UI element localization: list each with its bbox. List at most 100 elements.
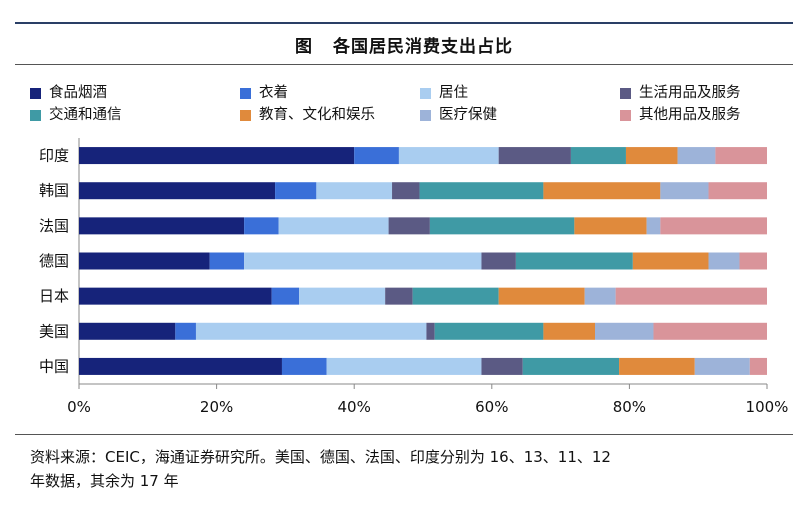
bar-segment: [708, 252, 740, 270]
bar-segment: [209, 252, 245, 270]
bar-segment: [281, 357, 327, 375]
source-note: 资料来源：CEIC，海通证券研究所。美国、德国、法国、印度分别为 16、13、1…: [30, 445, 790, 493]
bar-segment: [646, 217, 661, 235]
legend-swatch: [620, 109, 631, 121]
category-label: 德国: [39, 252, 69, 270]
bar-segment: [498, 287, 585, 305]
x-tick-label: 80%: [613, 398, 646, 416]
bar-segment: [278, 217, 389, 235]
legend-swatch: [30, 87, 41, 99]
bar-segment: [481, 252, 516, 270]
x-tick-label: 20%: [200, 398, 233, 416]
bar-segment: [79, 182, 276, 200]
bar-segment: [79, 147, 355, 165]
legend-item: 生活用品及服务: [620, 84, 741, 102]
category-label: 中国: [39, 357, 69, 375]
bar-segment: [429, 217, 575, 235]
bar-segment: [749, 357, 767, 375]
divider: [15, 434, 793, 435]
bar-segment: [708, 182, 767, 200]
bar-segment: [739, 252, 767, 270]
legend-swatch: [240, 109, 251, 121]
legend-label: 教育、文化和娱乐: [259, 107, 375, 123]
bar-segment: [625, 147, 678, 165]
bar-segment: [498, 147, 571, 165]
bar-segment: [434, 322, 544, 340]
bar-segment: [271, 287, 300, 305]
bar-segment: [412, 287, 499, 305]
legend-label: 生活用品及服务: [639, 85, 741, 101]
bar-segment: [522, 357, 620, 375]
bar-segment: [615, 287, 767, 305]
bar-segment: [79, 252, 210, 270]
legend-item: 居住: [420, 84, 468, 102]
legend-label: 交通和通信: [49, 107, 122, 123]
bar-segment: [660, 182, 709, 200]
bar-segment: [79, 217, 245, 235]
legend-label: 医疗保健: [439, 107, 497, 123]
x-tick-label: 40%: [338, 398, 371, 416]
category-label: 印度: [39, 147, 69, 165]
bar-segment: [175, 322, 196, 340]
bar-segment: [392, 182, 420, 200]
bar-segment: [584, 287, 616, 305]
category-label: 美国: [39, 322, 69, 340]
legend-item: 衣着: [240, 84, 288, 102]
bar-segment: [653, 322, 767, 340]
bar-segment: [619, 357, 695, 375]
chart-title-bar: 图 各国居民消费支出占比: [15, 22, 793, 65]
x-tick-label: 100%: [746, 398, 789, 416]
figure-label: 图: [295, 36, 313, 57]
bar-segment: [660, 217, 767, 235]
bar-segment: [195, 322, 427, 340]
legend-item: 交通和通信: [30, 106, 122, 124]
bar-segment: [326, 357, 482, 375]
source-note-line-2: 年数据，其余为 17 年: [30, 472, 179, 490]
chart-title: 各国居民消费支出占比: [333, 36, 513, 57]
bar-segment: [299, 287, 386, 305]
legend-swatch: [620, 87, 631, 99]
bar-segment: [715, 147, 767, 165]
bar-segment: [570, 147, 626, 165]
bar-segment: [694, 357, 750, 375]
legend-label: 食品烟酒: [49, 85, 107, 101]
legend-item: 医疗保健: [420, 106, 497, 124]
bar-segment: [244, 252, 482, 270]
source-note-line-1: 资料来源：CEIC，海通证券研究所。美国、德国、法国、印度分别为 16、13、1…: [30, 448, 611, 466]
legend-label: 居住: [439, 85, 468, 101]
bar-segment: [275, 182, 317, 200]
legend-item: 教育、文化和娱乐: [240, 106, 375, 124]
legend-item: 食品烟酒: [30, 84, 107, 102]
bar-segment: [543, 182, 661, 200]
bar-segment: [354, 147, 399, 165]
bar-segment: [398, 147, 499, 165]
legend-label: 衣着: [259, 85, 288, 101]
legend-swatch: [420, 87, 431, 99]
category-label: 韩国: [39, 182, 69, 200]
bar-segment: [385, 287, 413, 305]
bar-segment: [543, 322, 595, 340]
legend-swatch: [30, 109, 41, 121]
bar-segment: [79, 357, 282, 375]
bar-segment: [632, 252, 709, 270]
bar-segment: [79, 287, 272, 305]
bar-segment: [481, 357, 523, 375]
bar-segment: [244, 217, 279, 235]
bar-segment: [515, 252, 633, 270]
bar-segment: [574, 217, 647, 235]
x-tick-label: 60%: [475, 398, 508, 416]
category-label: 日本: [39, 287, 69, 305]
bar-segment: [388, 217, 430, 235]
legend-swatch: [240, 87, 251, 99]
x-tick-label: 0%: [67, 398, 91, 416]
bar-segment: [419, 182, 544, 200]
bar-segment: [426, 322, 435, 340]
legend-item: 其他用品及服务: [620, 106, 741, 124]
legend-swatch: [420, 109, 431, 121]
bar-segment: [595, 322, 654, 340]
legend: 食品烟酒 衣着 居住 生活用品及服务交通和通信 教育、文化和娱乐 医疗保健 其他用品及服务: [30, 84, 795, 132]
bar-segment: [677, 147, 716, 165]
category-label: 法国: [39, 217, 69, 235]
bar-segment: [316, 182, 393, 200]
